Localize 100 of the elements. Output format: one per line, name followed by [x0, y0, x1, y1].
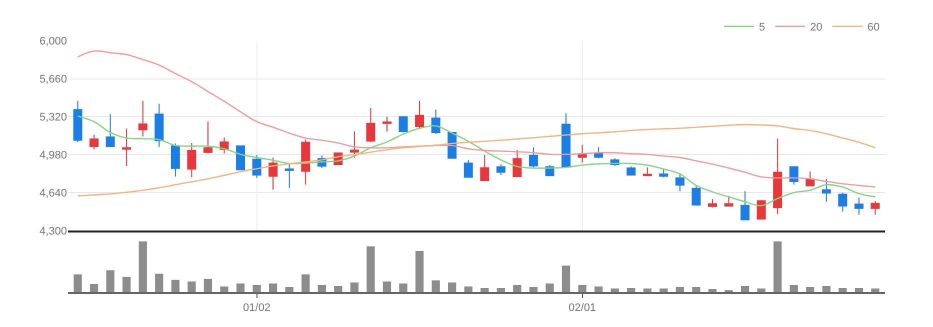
candlestick	[659, 168, 668, 178]
bar	[334, 286, 342, 292]
bar	[676, 287, 684, 292]
candlestick	[284, 162, 294, 189]
bar	[871, 288, 880, 292]
bar	[513, 285, 522, 292]
bar	[480, 288, 489, 292]
candlestick	[415, 100, 424, 130]
candlestick	[252, 154, 262, 178]
candlestick	[822, 178, 831, 202]
candlestick	[170, 143, 180, 178]
candlestick	[773, 138, 782, 214]
bar	[269, 283, 278, 292]
candlestick	[268, 157, 278, 190]
bar	[740, 286, 750, 292]
bar	[220, 286, 228, 292]
bar	[692, 287, 700, 292]
candlestick	[870, 200, 880, 216]
bar	[448, 282, 456, 292]
candlestick	[740, 190, 750, 220]
x-tick-label: 01/02	[243, 302, 271, 314]
bar	[138, 241, 147, 292]
bar	[399, 283, 408, 292]
candlestick	[724, 195, 734, 206]
bar	[643, 288, 652, 292]
legend-label: 20	[810, 22, 822, 34]
line-series	[77, 50, 876, 188]
bar	[74, 274, 82, 292]
candlestick	[236, 145, 245, 170]
bar	[318, 285, 326, 292]
bar	[90, 284, 98, 292]
bar	[708, 289, 717, 292]
candlestick	[675, 173, 684, 192]
bar	[774, 241, 782, 292]
bar	[854, 288, 864, 292]
bar	[790, 285, 798, 292]
candlestick	[382, 116, 392, 132]
candlestick	[578, 144, 587, 163]
candlestick	[106, 114, 115, 148]
bar	[122, 276, 131, 292]
y-tick-label: 5,660	[39, 74, 67, 86]
candlestick	[562, 113, 570, 167]
candlestick	[203, 121, 212, 154]
y-tick-label: 4,980	[39, 150, 67, 162]
bar	[188, 281, 196, 292]
candlestick	[756, 200, 766, 220]
bar	[822, 286, 830, 292]
candlestick	[431, 109, 440, 135]
candlestick	[789, 166, 798, 185]
candlestick	[90, 134, 99, 150]
bar	[204, 278, 212, 292]
candlestick	[528, 146, 538, 168]
bar	[236, 283, 245, 292]
bar	[382, 281, 392, 292]
bar	[106, 270, 114, 292]
bar	[302, 274, 310, 292]
candlestick	[187, 142, 196, 178]
candlestick	[301, 139, 310, 185]
candlestick	[496, 164, 506, 176]
x-tick-label: 02/01	[568, 302, 596, 314]
bar	[806, 287, 814, 292]
bar	[838, 288, 847, 292]
bar	[757, 288, 766, 292]
legend-label: 5	[759, 22, 766, 34]
y-tick-label: 4,640	[39, 187, 67, 200]
line-series	[77, 115, 876, 206]
candlestick	[73, 100, 82, 142]
candlestick	[398, 116, 408, 133]
candlestick	[154, 103, 164, 148]
bar	[464, 286, 472, 292]
bar	[496, 288, 505, 292]
bar	[350, 282, 359, 292]
candlestick	[350, 130, 359, 158]
candlestick	[838, 192, 848, 212]
bar	[578, 285, 586, 292]
bar	[285, 287, 294, 292]
candlestick	[138, 100, 148, 137]
bar	[529, 287, 538, 292]
bar	[610, 288, 619, 292]
candlestick	[480, 154, 490, 182]
candlestick	[854, 197, 864, 216]
line-series	[77, 124, 876, 196]
candlestick	[122, 128, 132, 166]
legend-label: 60	[867, 22, 880, 34]
candlestick	[464, 159, 473, 178]
candlestick	[626, 166, 636, 176]
bar	[660, 288, 668, 292]
bar	[415, 250, 424, 292]
candlestick	[366, 107, 376, 142]
bar	[155, 274, 164, 292]
bar	[562, 266, 570, 292]
y-tick-label: 4,300	[39, 225, 67, 238]
bar	[252, 285, 261, 292]
bar	[546, 283, 554, 292]
bar	[366, 246, 375, 292]
bar	[432, 280, 440, 292]
y-tick-label: 5,320	[39, 112, 67, 124]
y-tick-label: 6,000	[39, 36, 67, 48]
candlestick	[692, 186, 701, 206]
candlestick	[708, 198, 717, 208]
